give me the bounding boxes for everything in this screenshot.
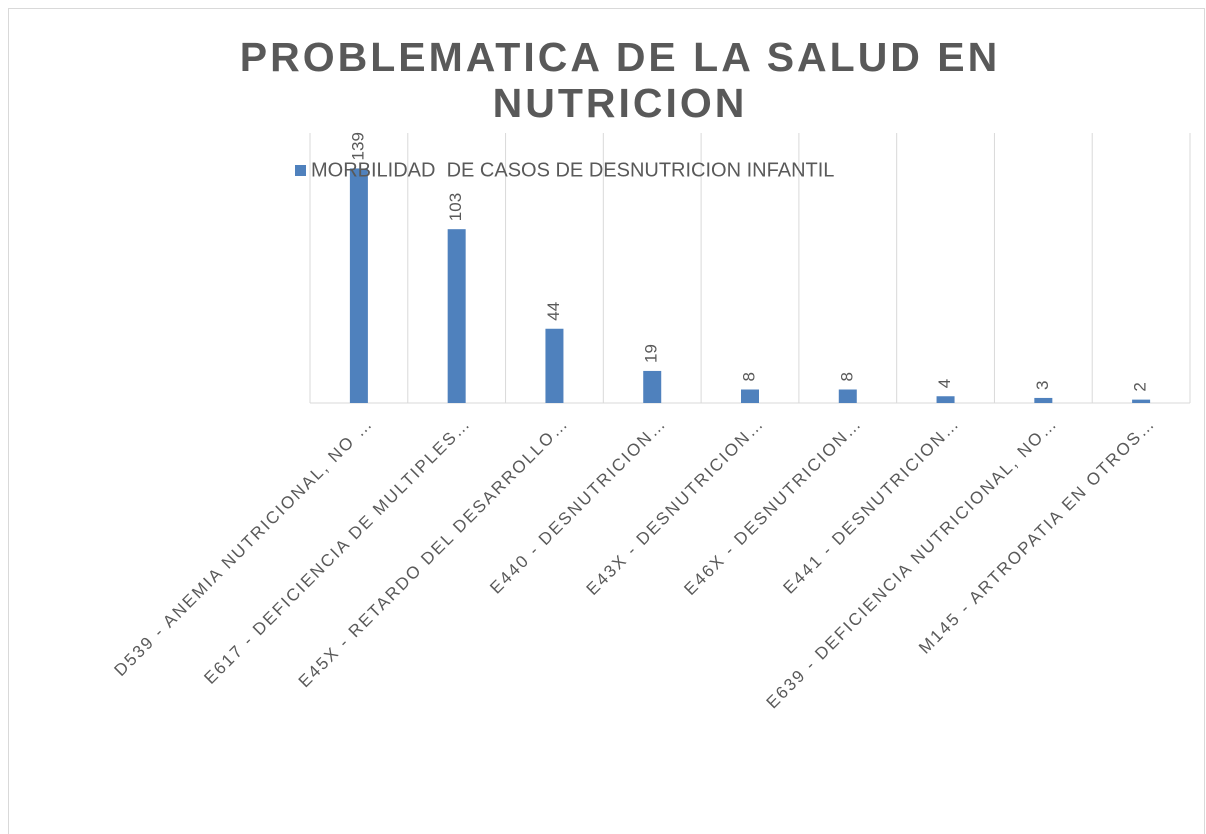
data-label: 19 [642, 344, 661, 363]
bar [1034, 397, 1053, 403]
data-label: 8 [739, 372, 758, 381]
bar [1132, 399, 1151, 403]
data-label: 4 [935, 379, 954, 388]
bar [349, 168, 368, 403]
bar [545, 328, 564, 403]
data-label: 139 [348, 132, 367, 160]
chart-title: PROBLEMATICA DE LA SALUD EN NUTRICION [239, 34, 1001, 126]
bar [643, 370, 662, 403]
legend-label: MORBILIDAD DE CASOS DE DESNUTRICION INFA… [311, 159, 834, 181]
data-label: 44 [544, 302, 563, 321]
data-label: 8 [837, 372, 856, 381]
bar [447, 229, 466, 403]
bar [838, 389, 857, 403]
data-label: 103 [446, 193, 465, 221]
data-label: 2 [1131, 382, 1150, 391]
bar [936, 396, 955, 403]
legend-swatch [295, 165, 306, 176]
data-label: 3 [1033, 380, 1052, 389]
chart-border [8, 8, 1205, 834]
bar [741, 389, 759, 403]
